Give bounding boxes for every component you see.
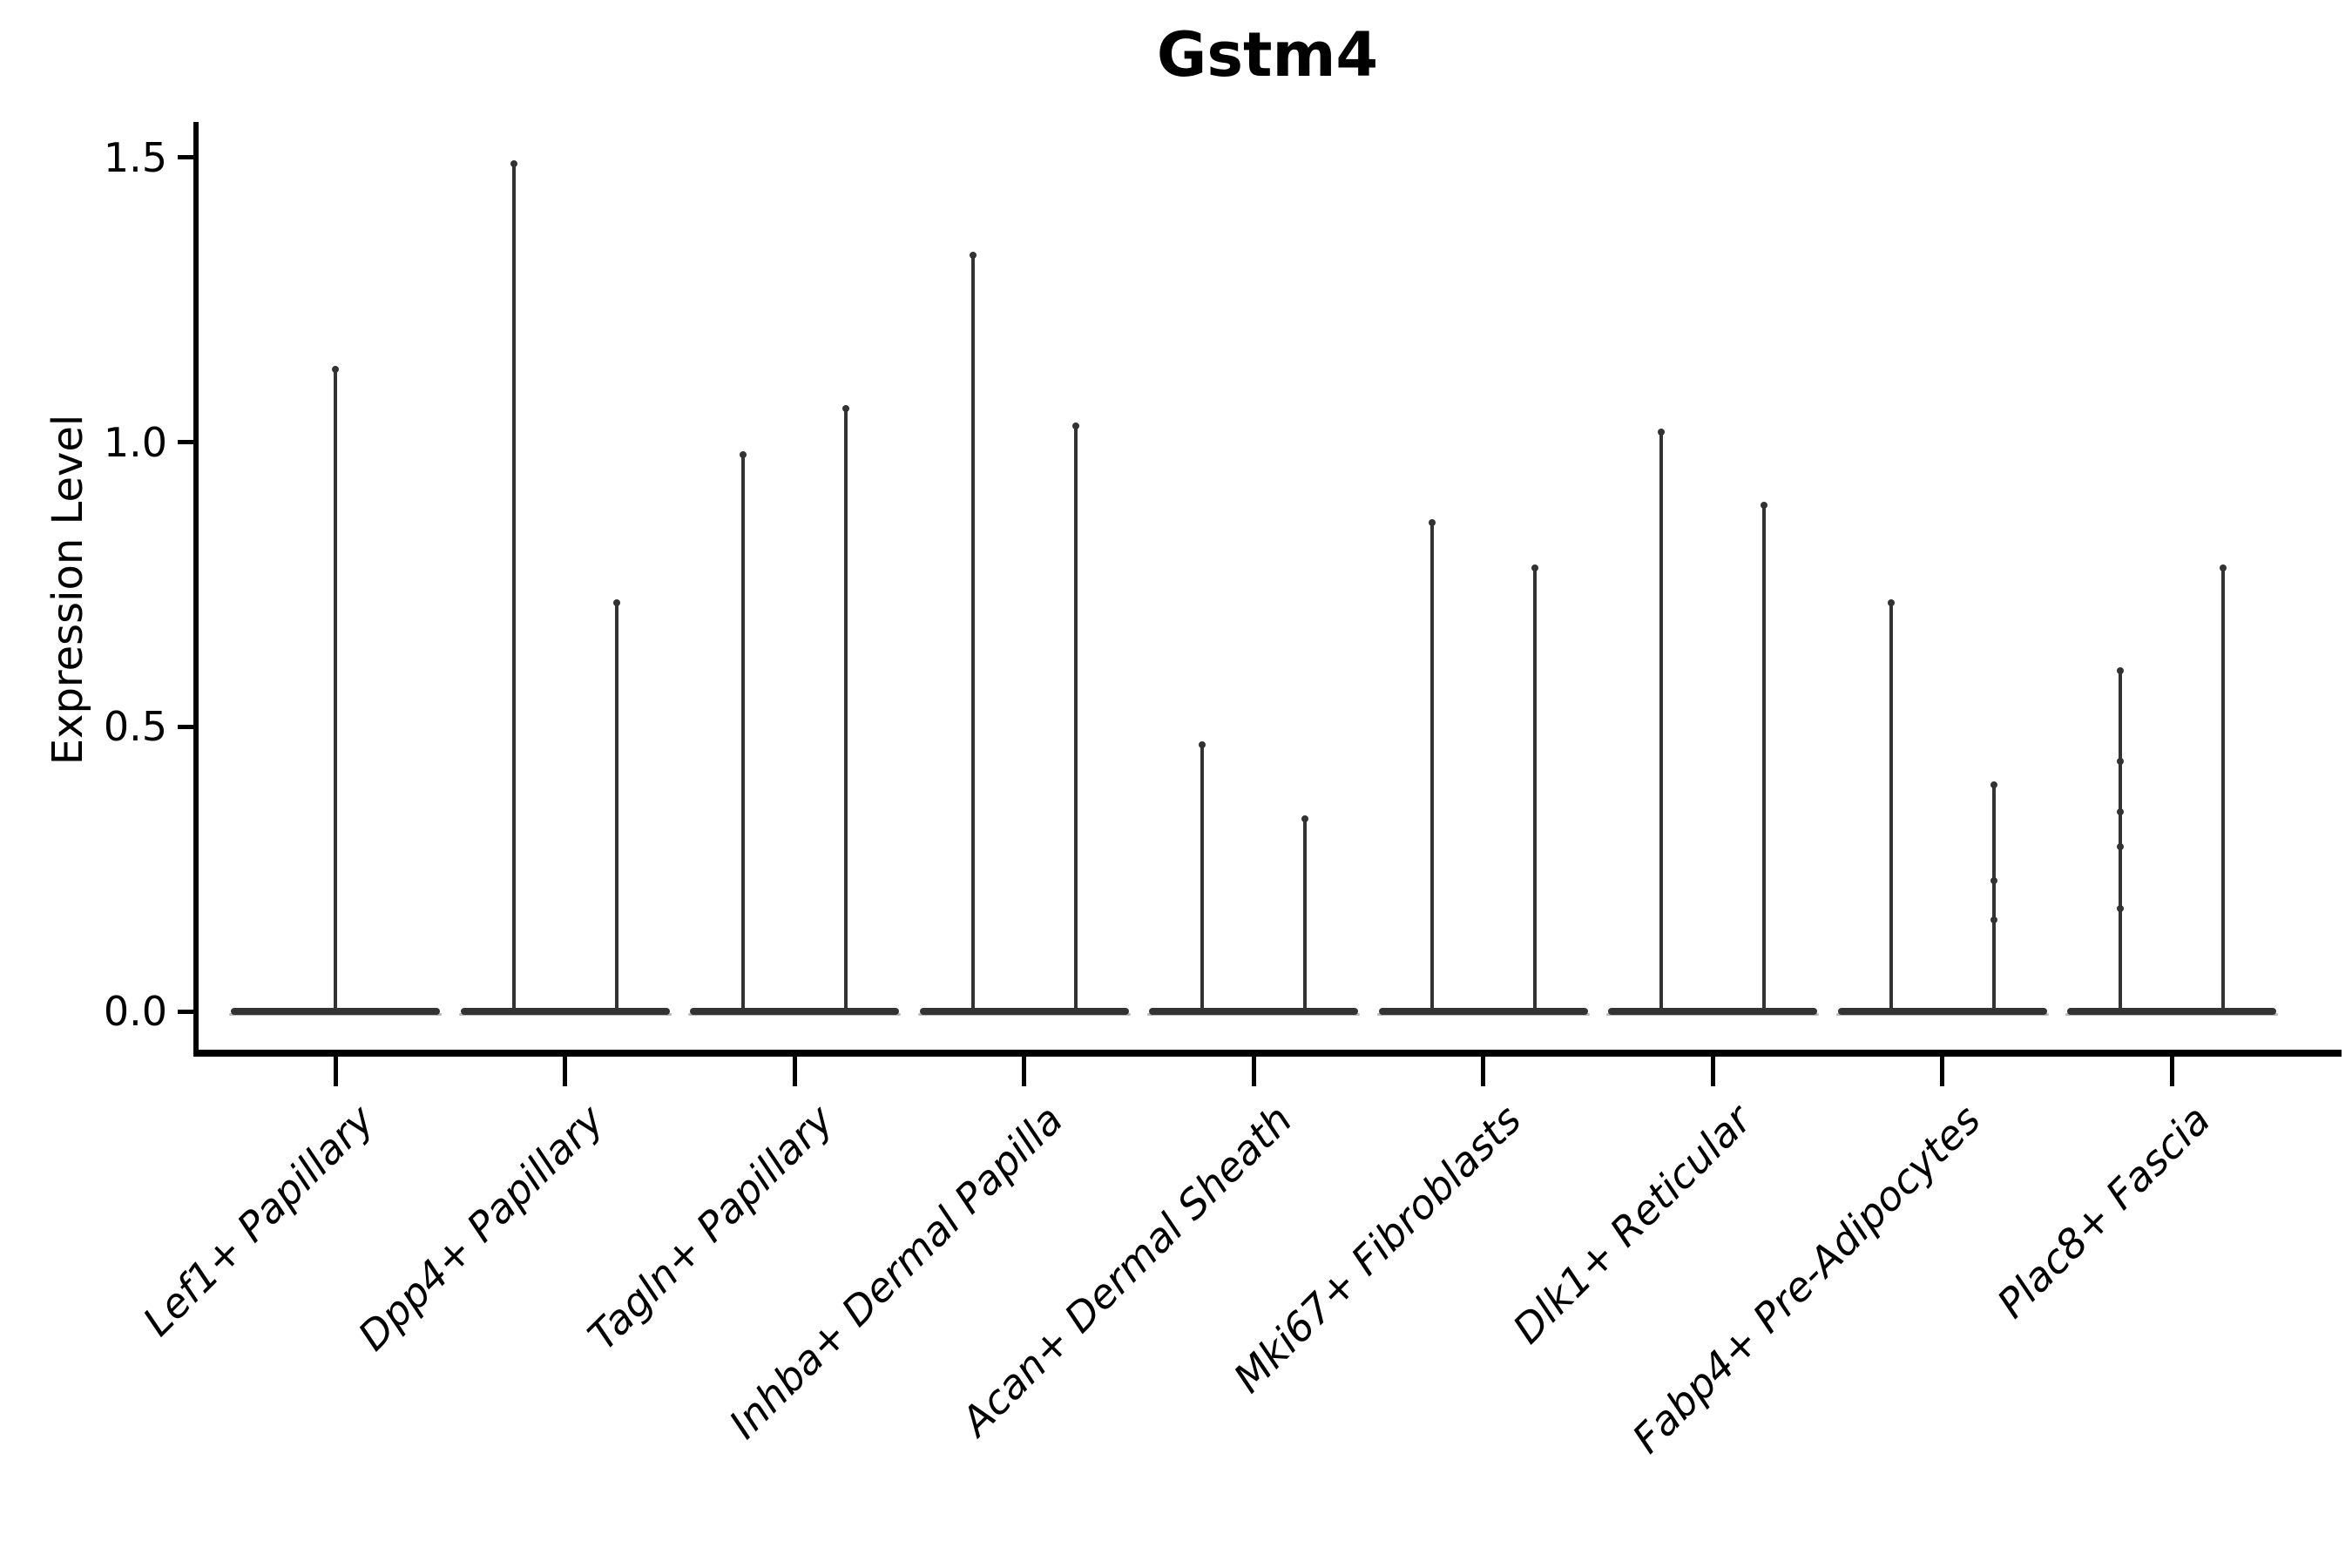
violin-spike <box>1762 504 1767 1011</box>
violin-base <box>2067 1008 2277 1015</box>
violin-spike-top <box>1658 428 1666 436</box>
violin-spike-top <box>1761 502 1768 510</box>
x-category-label: Dpp4+ Papillary <box>348 1096 612 1360</box>
violin-spike-top <box>842 405 850 413</box>
violin-spike-top <box>332 365 339 373</box>
violin-spike-top <box>1071 422 1079 429</box>
x-category-label: Tagln+ Papillary <box>578 1096 842 1360</box>
y-axis-tick <box>178 1009 193 1014</box>
violin-spike <box>1889 601 1893 1011</box>
violin-spike-top <box>1301 814 1309 822</box>
violin-spike <box>1073 424 1078 1011</box>
x-axis-tick <box>1710 1057 1715 1086</box>
violin-base <box>690 1008 900 1015</box>
x-category-label: Dlk1+ Reticular <box>1503 1096 1761 1353</box>
violin-spike-top <box>510 160 517 168</box>
violin-spike <box>1200 743 1205 1011</box>
x-axis-tick <box>2169 1057 2174 1086</box>
y-axis-spine <box>193 122 199 1057</box>
expression-point <box>2117 808 2125 816</box>
x-axis-tick <box>333 1057 338 1086</box>
violin-base <box>1378 1008 1588 1015</box>
violin-base <box>1149 1008 1359 1015</box>
plot-title: Gstm4 <box>1156 19 1379 91</box>
violin-spike-top <box>2220 564 2227 572</box>
x-axis-tick <box>1251 1057 1256 1086</box>
violin-spike <box>844 408 848 1011</box>
y-tick-label: 0.5 <box>103 703 167 751</box>
violin-base <box>460 1008 670 1015</box>
violin-spike-top <box>2117 666 2125 674</box>
violin-spike-top <box>740 450 747 458</box>
x-axis-spine <box>193 1050 2342 1057</box>
violin-spike-top <box>1990 781 1997 788</box>
violin-spike <box>511 163 516 1011</box>
violin-spike <box>334 368 337 1011</box>
violin-spike <box>970 253 975 1011</box>
y-axis-label: Expression Level <box>44 414 92 766</box>
x-axis-tick <box>1481 1057 1486 1086</box>
violin-spike <box>1659 430 1664 1011</box>
expression-point <box>2117 905 2125 913</box>
violin-spike-top <box>1199 740 1206 748</box>
y-tick-label: 0.0 <box>103 988 167 1035</box>
violin-base <box>1837 1008 2047 1015</box>
violin-base <box>1608 1008 1818 1015</box>
violin-spike <box>2119 669 2123 1011</box>
violin-spike-top <box>612 598 620 606</box>
x-axis-tick <box>1022 1057 1027 1086</box>
violin-spike <box>741 453 746 1011</box>
x-category-label: Lef1+ Papillary <box>133 1096 383 1345</box>
y-axis-tick <box>178 440 193 445</box>
violin-spike-top <box>1428 519 1436 527</box>
expression-point <box>2117 842 2125 850</box>
violin-spike-top <box>1531 564 1538 572</box>
violin-spike <box>2221 567 2226 1011</box>
violin-base <box>231 1008 440 1015</box>
y-axis-tick <box>178 724 193 729</box>
x-axis-tick <box>792 1057 797 1086</box>
x-axis-tick <box>563 1057 568 1086</box>
expression-point <box>1990 916 1997 924</box>
x-category-label: Plac8+ Fascia <box>1988 1096 2220 1328</box>
expression-point <box>1990 876 1997 884</box>
violin-spike <box>1991 783 1996 1011</box>
violin-base <box>919 1008 1129 1015</box>
violin-spike <box>1303 817 1308 1011</box>
y-tick-label: 1.0 <box>103 418 167 466</box>
violin-spike <box>1532 567 1537 1011</box>
y-tick-label: 1.5 <box>103 133 167 181</box>
violin-spike-top <box>969 251 977 259</box>
violin-spike-top <box>1887 598 1895 606</box>
expression-point <box>2117 757 2125 765</box>
violin-spike <box>614 601 618 1011</box>
y-axis-tick <box>178 155 193 160</box>
x-axis-tick <box>1940 1057 1945 1086</box>
violin-spike <box>1429 522 1434 1011</box>
